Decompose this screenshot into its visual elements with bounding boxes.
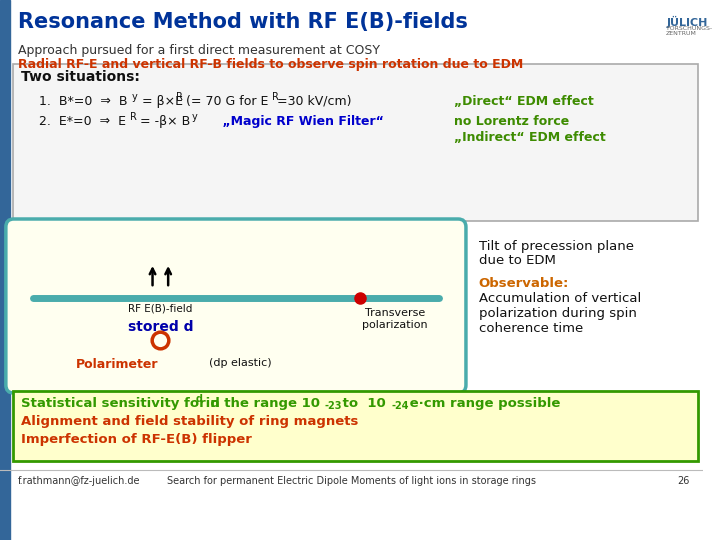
Text: = β×E: = β×E bbox=[138, 95, 183, 108]
Text: (dp elastic): (dp elastic) bbox=[210, 358, 272, 368]
Text: „Magic RF Wien Filter“: „Magic RF Wien Filter“ bbox=[205, 115, 384, 128]
Text: Radial RF-E and vertical RF-B fields to observe spin rotation due to EDM: Radial RF-E and vertical RF-B fields to … bbox=[17, 58, 523, 71]
Text: y: y bbox=[192, 112, 197, 122]
Text: JÜLICH: JÜLICH bbox=[666, 16, 708, 28]
Text: polarization: polarization bbox=[362, 320, 428, 330]
Text: Approach pursued for a first direct measurement at COSY: Approach pursued for a first direct meas… bbox=[17, 44, 379, 57]
Text: Polarimeter: Polarimeter bbox=[76, 358, 158, 371]
Text: polarization during spin: polarization during spin bbox=[479, 307, 636, 320]
Text: FORSCHUNGS-: FORSCHUNGS- bbox=[666, 26, 712, 31]
FancyBboxPatch shape bbox=[6, 219, 466, 393]
Text: e·cm range possible: e·cm range possible bbox=[405, 397, 561, 410]
Text: 2.  E*=0  ⇒  E: 2. E*=0 ⇒ E bbox=[39, 115, 126, 128]
Text: Statistical sensitivity for d: Statistical sensitivity for d bbox=[22, 397, 220, 410]
Text: -24: -24 bbox=[392, 401, 409, 411]
FancyBboxPatch shape bbox=[13, 391, 698, 461]
Text: d: d bbox=[195, 394, 202, 404]
Text: Accumulation of vertical: Accumulation of vertical bbox=[479, 292, 641, 305]
Text: -23: -23 bbox=[324, 401, 342, 411]
Text: =30 kV/cm): =30 kV/cm) bbox=[277, 95, 352, 108]
Text: Tilt of precession plane: Tilt of precession plane bbox=[479, 240, 634, 253]
Text: Resonance Method with RF E(B)-fields: Resonance Method with RF E(B)-fields bbox=[17, 12, 467, 32]
Text: Search for permanent Electric Dipole Moments of light ions in storage rings: Search for permanent Electric Dipole Mom… bbox=[167, 476, 536, 486]
Text: coherence time: coherence time bbox=[479, 322, 583, 335]
Text: RF E(B)-field: RF E(B)-field bbox=[128, 303, 192, 313]
Text: due to EDM: due to EDM bbox=[479, 254, 556, 267]
Text: ZENTRUM: ZENTRUM bbox=[666, 31, 697, 36]
Text: „Indirect“ EDM effect: „Indirect“ EDM effect bbox=[454, 131, 606, 144]
Text: Imperfection of RF-E(B) flipper: Imperfection of RF-E(B) flipper bbox=[22, 433, 253, 446]
Text: (= 70 G for E: (= 70 G for E bbox=[181, 95, 268, 108]
Text: „Direct“ EDM effect: „Direct“ EDM effect bbox=[454, 95, 594, 108]
FancyBboxPatch shape bbox=[13, 64, 698, 221]
Bar bbox=[0, 0, 10, 540]
Text: = -β× B: = -β× B bbox=[136, 115, 190, 128]
Text: R: R bbox=[271, 92, 279, 102]
Text: to  10: to 10 bbox=[338, 397, 386, 410]
Text: in the range 10: in the range 10 bbox=[201, 397, 320, 410]
Text: stored d: stored d bbox=[127, 320, 193, 334]
Text: R: R bbox=[130, 112, 137, 122]
Text: Two situations:: Two situations: bbox=[22, 70, 140, 84]
Text: no Lorentz force: no Lorentz force bbox=[454, 115, 570, 128]
Text: 1.  B*=0  ⇒  B: 1. B*=0 ⇒ B bbox=[39, 95, 127, 108]
Wedge shape bbox=[630, 6, 657, 42]
Text: Observable:: Observable: bbox=[479, 277, 569, 290]
Text: Transverse: Transverse bbox=[364, 308, 425, 318]
Text: R: R bbox=[176, 92, 183, 102]
Text: f.rathmann@fz-juelich.de: f.rathmann@fz-juelich.de bbox=[17, 476, 140, 486]
Text: y: y bbox=[132, 92, 138, 102]
Text: Alignment and field stability of ring magnets: Alignment and field stability of ring ma… bbox=[22, 415, 359, 428]
Text: 26: 26 bbox=[678, 476, 690, 486]
